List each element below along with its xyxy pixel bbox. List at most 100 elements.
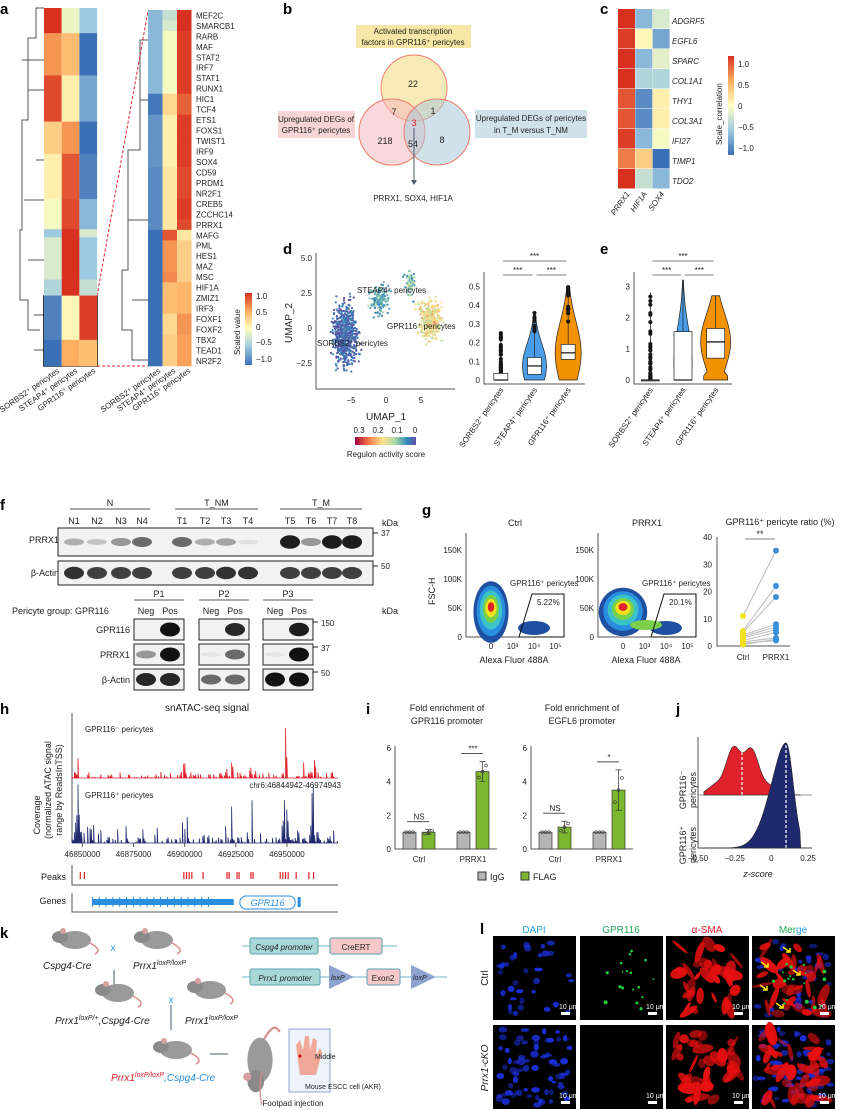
nucleus xyxy=(767,1087,776,1091)
umap-point xyxy=(427,318,430,322)
umap-point xyxy=(343,335,346,338)
umap-point xyxy=(430,323,433,326)
band xyxy=(225,649,245,660)
umap-point xyxy=(406,280,409,283)
umap-point xyxy=(413,284,416,287)
umap-point xyxy=(429,340,432,343)
heatmap-cell xyxy=(177,62,192,74)
gene-label: EGFL6 xyxy=(672,37,698,46)
y-tick: 100K xyxy=(575,575,594,584)
heatmap-cell xyxy=(177,282,192,294)
heatmap-cell xyxy=(162,93,177,105)
umap-point xyxy=(372,316,375,319)
cross-symbol: x xyxy=(111,943,116,954)
box xyxy=(560,344,576,360)
umap-point xyxy=(427,331,430,334)
mouse-icon xyxy=(153,1038,200,1065)
heatmap-cell xyxy=(162,240,177,252)
umap-point xyxy=(405,291,408,294)
umap-point xyxy=(350,307,354,310)
gpr116-signal xyxy=(652,978,655,980)
umap-point xyxy=(436,310,439,313)
umap-point xyxy=(381,295,384,298)
sma-signal xyxy=(697,1030,708,1041)
significance-label: *** xyxy=(678,252,687,261)
gene-label: PRRX1 xyxy=(196,221,223,230)
group-label: T_M xyxy=(312,498,330,508)
umap-point xyxy=(341,314,344,317)
umap-point xyxy=(332,343,335,346)
gene-label: IRF9 xyxy=(196,147,214,156)
heatmap-cell xyxy=(618,149,635,169)
band xyxy=(280,567,300,579)
heatmap-cell xyxy=(618,9,635,29)
gpr116-signal xyxy=(789,975,792,978)
band xyxy=(136,650,156,659)
legend-swatch-igg xyxy=(477,871,487,881)
heatmap-cell xyxy=(79,229,98,238)
heatmap-cell xyxy=(162,250,177,262)
gpr116-signal xyxy=(803,982,806,985)
umap-point xyxy=(352,346,355,349)
band xyxy=(238,539,258,545)
y-axis-label: FSC-H xyxy=(427,578,437,606)
cluster-label: SORBS2⁺ pericytes xyxy=(317,339,388,348)
band xyxy=(160,647,180,662)
heatmap-cell xyxy=(177,345,192,356)
heatmap-cell xyxy=(61,121,80,155)
umap-point xyxy=(424,332,428,335)
umap-point xyxy=(380,314,383,317)
umap-point xyxy=(340,328,343,331)
panel-label-f: f xyxy=(0,497,6,514)
error-bar xyxy=(561,820,568,834)
nucleus xyxy=(515,989,524,994)
nucleus xyxy=(512,1010,519,1016)
umap-point xyxy=(407,293,410,296)
nucleus xyxy=(500,944,506,950)
y-tick: 150K xyxy=(443,546,462,555)
nucleus xyxy=(520,1028,530,1032)
nucleus xyxy=(504,1090,514,1096)
channel-label: Merge xyxy=(779,925,808,936)
set-top-label: Activated transcription xyxy=(374,27,453,36)
lane-label: T8 xyxy=(347,516,358,526)
column-label: HIF1A xyxy=(629,190,649,214)
heatmap-cell xyxy=(44,295,62,341)
umap-point xyxy=(379,302,382,305)
scale-bar xyxy=(648,1012,657,1015)
gpr116-signal xyxy=(635,1001,639,1005)
gene-label: RUNX1 xyxy=(196,85,224,94)
sma-signal xyxy=(712,974,721,984)
patient-label: P1 xyxy=(153,589,164,599)
heatmap-cell xyxy=(162,219,177,231)
heatmap-cell xyxy=(148,10,163,21)
sma-signal xyxy=(782,1003,791,1011)
sma-signal xyxy=(801,1009,813,1016)
heatmap-cell xyxy=(61,295,80,341)
umap-point xyxy=(419,306,422,309)
nucleus xyxy=(514,1090,520,1096)
umap-point xyxy=(335,355,338,358)
set-left-label: Upregulated DEGs of xyxy=(278,115,355,124)
nucleus xyxy=(509,997,518,1001)
umap-point xyxy=(332,325,335,328)
blot-row-label: β-Actin xyxy=(31,568,59,578)
gene-label: IRF7 xyxy=(196,64,214,73)
umap-point xyxy=(333,313,336,316)
sma-signal xyxy=(787,1043,794,1061)
heatmap-cell xyxy=(162,229,177,241)
sma-signal xyxy=(703,1055,715,1067)
coverage-track xyxy=(71,727,338,779)
umap-point xyxy=(332,345,335,349)
panel-label-h: h xyxy=(0,701,9,718)
heatmap-cell xyxy=(177,261,192,273)
umap-point xyxy=(356,332,359,335)
dendrogram-zoom-rows xyxy=(121,39,148,361)
umap-point xyxy=(346,310,349,313)
micrograph xyxy=(580,1025,663,1109)
gene-label: COL1A1 xyxy=(672,77,703,86)
genotype-label: Prrx1loxP/loxP xyxy=(185,1015,238,1027)
umap-point xyxy=(384,298,387,301)
umap-point xyxy=(421,301,424,304)
